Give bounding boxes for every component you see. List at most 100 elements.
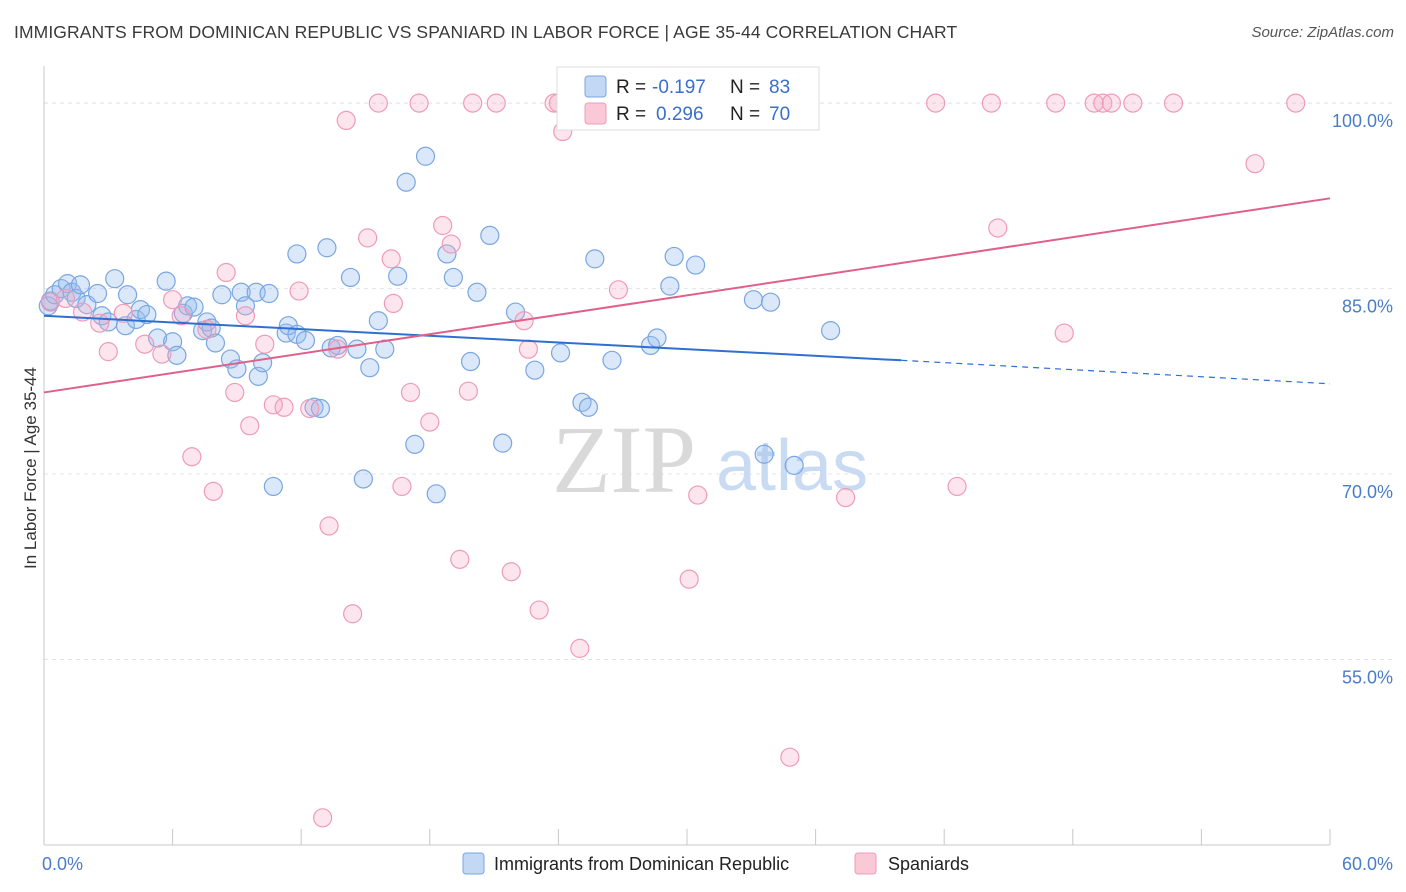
data-point	[660, 276, 680, 296]
data-point	[784, 455, 804, 475]
data-point	[87, 283, 108, 304]
data-point	[117, 285, 138, 305]
data-point	[225, 382, 245, 403]
data-point	[51, 278, 71, 299]
data-point	[319, 516, 339, 536]
y-tick-label: 100.0%	[1332, 111, 1393, 131]
legend-swatch-blue	[584, 75, 607, 98]
bottom-legend-label-blue: Immigrants from Dominican Republic	[494, 854, 789, 874]
data-point	[135, 334, 155, 354]
data-point	[415, 146, 436, 166]
data-point	[443, 267, 463, 288]
data-point	[405, 434, 425, 454]
watermark: ZIP atlas	[552, 406, 868, 513]
data-point	[460, 351, 481, 372]
data-point	[572, 392, 592, 412]
data-point	[216, 262, 236, 283]
trend-line-dominican-republic	[43, 314, 902, 362]
data-point	[137, 304, 157, 325]
data-point	[760, 292, 781, 312]
data-point	[947, 476, 967, 497]
data-point	[988, 218, 1008, 238]
data-point	[608, 280, 629, 300]
data-point	[388, 266, 408, 286]
data-point	[688, 485, 708, 505]
data-point	[152, 344, 172, 364]
data-point	[105, 269, 125, 289]
data-point	[203, 481, 223, 501]
data-point	[486, 93, 506, 113]
data-point	[480, 225, 500, 246]
data-point	[171, 306, 191, 326]
data-point	[90, 313, 110, 333]
data-point	[1054, 323, 1074, 343]
data-point	[1286, 93, 1306, 113]
legend-r-label-2: R =	[616, 104, 646, 125]
data-point	[1245, 154, 1265, 174]
data-point	[743, 290, 764, 310]
data-point	[182, 447, 202, 467]
data-point	[529, 600, 549, 620]
y-tick-label: 55.0%	[1342, 668, 1393, 688]
data-point	[40, 292, 61, 312]
gridlines	[44, 102, 1396, 661]
data-point	[981, 93, 1001, 113]
data-point	[400, 382, 421, 403]
data-point	[640, 335, 661, 356]
data-point	[113, 303, 133, 323]
chart-title: IMMIGRANTS FROM DOMINICAN REPUBLIC VS SP…	[14, 22, 958, 42]
data-point	[647, 328, 667, 348]
data-point	[570, 638, 590, 658]
data-point	[383, 293, 403, 314]
data-point	[368, 93, 388, 113]
data-point	[70, 275, 91, 295]
data-point	[550, 343, 571, 363]
data-point	[441, 234, 461, 254]
data-point	[360, 358, 380, 378]
data-point	[295, 330, 316, 351]
data-point	[525, 360, 545, 380]
data-point	[437, 244, 457, 264]
data-point	[926, 93, 946, 113]
data-point	[167, 345, 187, 365]
data-point	[1046, 93, 1066, 113]
y-axis-label: In Labor Force | Age 35-44	[21, 367, 40, 569]
data-point	[381, 249, 401, 269]
watermark-zip: ZIP	[552, 406, 696, 513]
trend-line-spaniards	[43, 197, 1331, 394]
data-point	[358, 228, 378, 248]
data-point	[313, 808, 333, 828]
data-point	[578, 397, 599, 417]
data-point	[353, 469, 373, 489]
y-tick-label: 70.0%	[1342, 482, 1393, 502]
data-point	[493, 433, 513, 453]
data-point	[518, 339, 538, 359]
series-dominican-republic	[38, 146, 841, 504]
legend-n-value-1: 83	[769, 77, 790, 98]
x-tick-label: 60.0%	[1342, 854, 1393, 874]
data-point	[821, 321, 841, 341]
legend-r-label-1: R =	[616, 77, 646, 98]
data-point	[343, 604, 363, 624]
data-point	[255, 334, 275, 354]
data-point	[664, 246, 684, 267]
data-point	[679, 569, 699, 589]
data-point	[163, 290, 183, 310]
data-point	[310, 398, 331, 419]
data-point	[340, 267, 361, 288]
data-point	[685, 255, 706, 275]
trend-line-dominican-republic-extension	[901, 359, 1331, 385]
data-point	[463, 93, 483, 113]
y-tick-label: 85.0%	[1342, 297, 1393, 317]
watermark-atlas: atlas	[716, 426, 868, 506]
data-point	[259, 283, 279, 304]
data-point	[253, 353, 273, 373]
bottom-legend-label-pink: Spaniards	[888, 854, 969, 874]
series-spaniards	[40, 93, 1306, 828]
data-point	[836, 487, 856, 508]
data-point	[426, 484, 446, 504]
data-point	[1101, 93, 1121, 113]
data-point	[212, 285, 232, 305]
chart-source: Source: ZipAtlas.com	[1251, 24, 1394, 41]
